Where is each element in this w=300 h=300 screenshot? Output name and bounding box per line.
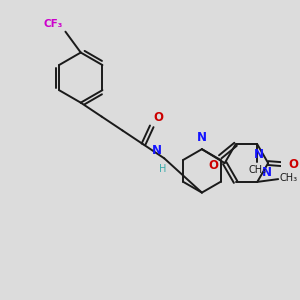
Text: N: N	[152, 144, 161, 157]
Text: CH₃: CH₃	[248, 165, 266, 175]
Text: N: N	[197, 131, 207, 144]
Text: H: H	[159, 164, 167, 175]
Text: CH₃: CH₃	[280, 173, 298, 183]
Text: CF₃: CF₃	[44, 20, 63, 29]
Text: O: O	[153, 111, 163, 124]
Text: N: N	[254, 148, 264, 160]
Text: N: N	[262, 166, 272, 178]
Text: O: O	[289, 158, 298, 171]
Text: O: O	[208, 159, 218, 172]
